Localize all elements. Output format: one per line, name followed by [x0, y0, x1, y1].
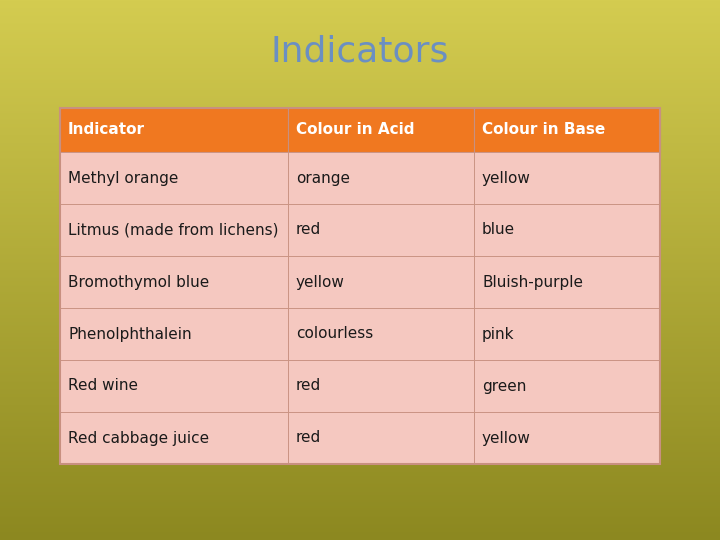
Text: Litmus (made from lichens): Litmus (made from lichens) — [68, 222, 279, 238]
Bar — [288, 204, 474, 256]
Bar — [288, 308, 474, 360]
Text: Bluish-purple: Bluish-purple — [482, 274, 583, 289]
Text: Indicator: Indicator — [68, 123, 145, 138]
Bar — [288, 412, 474, 464]
Bar — [60, 108, 288, 152]
Bar — [474, 256, 660, 308]
Text: blue: blue — [482, 222, 515, 238]
Text: colourless: colourless — [296, 327, 373, 341]
Bar — [60, 152, 288, 204]
Text: pink: pink — [482, 327, 515, 341]
Bar — [288, 256, 474, 308]
Text: Indicators: Indicators — [271, 35, 449, 69]
Bar — [288, 108, 474, 152]
Text: yellow: yellow — [482, 430, 531, 445]
Text: Methyl orange: Methyl orange — [68, 171, 179, 186]
Bar — [60, 204, 288, 256]
Bar — [60, 308, 288, 360]
Bar — [60, 256, 288, 308]
Bar — [60, 108, 660, 464]
Text: orange: orange — [296, 171, 350, 186]
Bar — [60, 412, 288, 464]
Text: Phenolphthalein: Phenolphthalein — [68, 327, 192, 341]
Bar — [474, 360, 660, 412]
Bar — [474, 308, 660, 360]
Text: yellow: yellow — [482, 171, 531, 186]
Text: yellow: yellow — [296, 274, 345, 289]
Text: red: red — [296, 222, 321, 238]
Text: red: red — [296, 430, 321, 445]
Text: Bromothymol blue: Bromothymol blue — [68, 274, 210, 289]
Text: red: red — [296, 379, 321, 394]
Bar — [60, 360, 288, 412]
Bar — [288, 152, 474, 204]
Text: green: green — [482, 379, 526, 394]
Bar — [288, 360, 474, 412]
Bar — [474, 152, 660, 204]
Bar — [474, 108, 660, 152]
Text: Red cabbage juice: Red cabbage juice — [68, 430, 209, 445]
Text: Colour in Acid: Colour in Acid — [296, 123, 415, 138]
Text: Red wine: Red wine — [68, 379, 138, 394]
Bar — [474, 412, 660, 464]
Text: Colour in Base: Colour in Base — [482, 123, 606, 138]
Bar — [474, 204, 660, 256]
